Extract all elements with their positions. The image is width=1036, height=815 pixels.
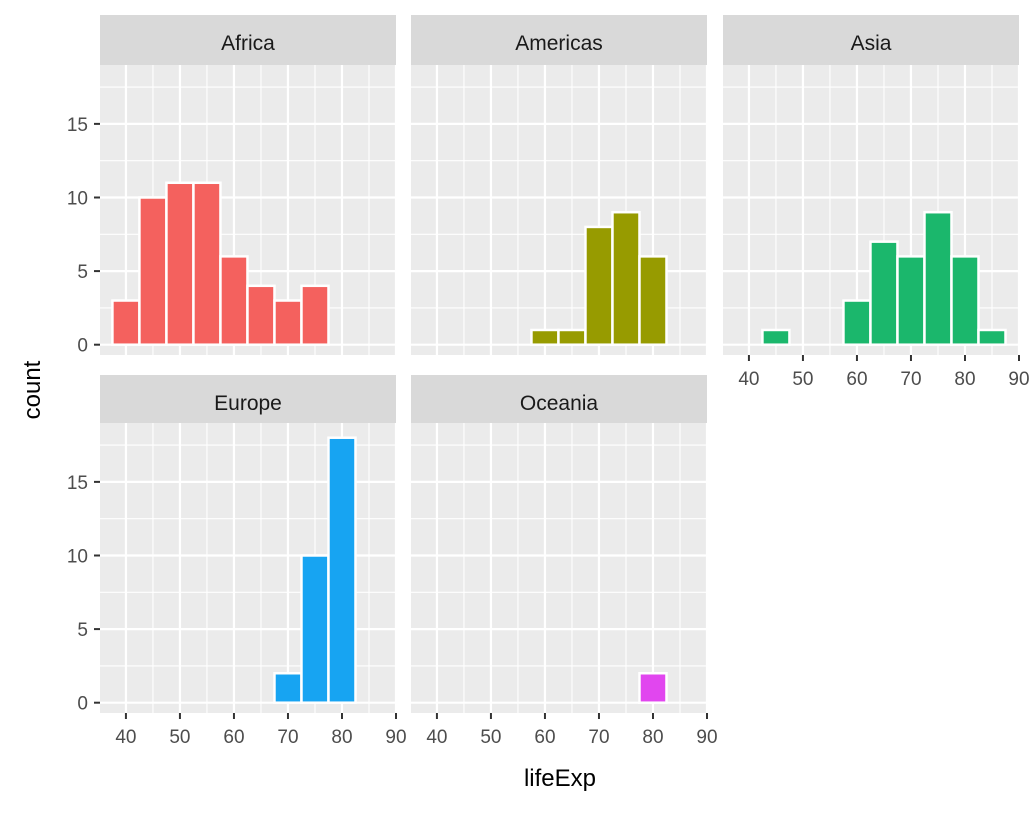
histogram-bar — [300, 554, 330, 704]
facet-americas: Americas — [411, 15, 709, 355]
histogram-bar — [273, 672, 303, 704]
panel-background — [411, 423, 707, 713]
histogram-bar — [977, 328, 1007, 346]
y-tick-label: 15 — [67, 115, 88, 136]
x-tick-label: 40 — [115, 727, 136, 748]
facet-strip — [411, 15, 707, 65]
facet-strip — [100, 375, 396, 423]
y-tick-label: 5 — [77, 620, 88, 641]
x-tick-label: 90 — [696, 727, 717, 748]
histogram-bar — [761, 328, 791, 346]
y-tick-label: 15 — [67, 473, 88, 494]
y-tick-label: 10 — [67, 188, 88, 209]
histogram-bar — [246, 284, 276, 346]
facet-strip — [411, 375, 707, 423]
x-tick-label: 60 — [223, 727, 244, 748]
histogram-bar — [165, 181, 195, 346]
histogram-bar — [842, 299, 872, 346]
histogram-bar — [923, 210, 953, 346]
facet-europe: Europe 0 5 10 15 40 50 60 70 80 90 — [67, 375, 407, 748]
histogram-bar — [327, 436, 357, 704]
histogram-bar — [584, 225, 614, 346]
x-tick-label: 50 — [480, 727, 501, 748]
facet-strip-label: Oceania — [520, 392, 599, 415]
histogram-bar — [273, 299, 303, 346]
histogram-bar — [896, 255, 926, 346]
x-tick-label: 60 — [534, 727, 555, 748]
x-tick-label: 40 — [426, 727, 447, 748]
x-tick-label: 70 — [588, 727, 609, 748]
x-tick-label: 70 — [900, 369, 921, 390]
y-tick-label: 10 — [67, 546, 88, 567]
histogram-bar — [557, 328, 587, 346]
facet-africa: Africa 0 5 10 15 — [67, 15, 398, 357]
y-axis-title: count — [19, 360, 46, 419]
x-tick-label: 50 — [169, 727, 190, 748]
facet-asia: Asia 40 50 60 70 80 90 — [723, 15, 1030, 390]
x-tick-label: 40 — [738, 369, 759, 390]
histogram-bar — [111, 299, 141, 346]
x-tick-label: 70 — [277, 727, 298, 748]
x-tick-label: 50 — [792, 369, 813, 390]
facet-strip-label: Asia — [851, 32, 892, 55]
facet-strip-label: Africa — [221, 32, 275, 55]
histogram-bar — [638, 255, 668, 346]
x-axis-title: lifeExp — [524, 765, 596, 792]
facet-strip-label: Americas — [515, 32, 603, 55]
histogram-bar — [611, 210, 641, 346]
histogram-bar — [219, 255, 249, 346]
y-tick-label: 5 — [77, 262, 88, 283]
facet-strip-label: Europe — [214, 392, 282, 415]
histogram-bar — [138, 196, 168, 346]
y-tick-label: 0 — [77, 694, 88, 715]
facet-strip — [100, 15, 396, 65]
histogram-bar — [192, 181, 222, 346]
y-tick-label: 0 — [77, 336, 88, 357]
x-tick-label: 90 — [1008, 369, 1029, 390]
x-tick-label: 60 — [846, 369, 867, 390]
x-tick-label: 80 — [954, 369, 975, 390]
x-tick-label: 90 — [385, 727, 406, 748]
histogram-bar — [300, 284, 330, 346]
histogram-bar — [950, 255, 980, 346]
histogram-bar — [869, 240, 899, 346]
x-tick-label: 80 — [642, 727, 663, 748]
histogram-bar — [638, 672, 668, 704]
facet-oceania: Oceania 40 50 60 70 80 90 — [411, 375, 718, 748]
facet-strip — [723, 15, 1019, 65]
histogram-bar — [530, 328, 560, 346]
x-tick-label: 80 — [331, 727, 352, 748]
